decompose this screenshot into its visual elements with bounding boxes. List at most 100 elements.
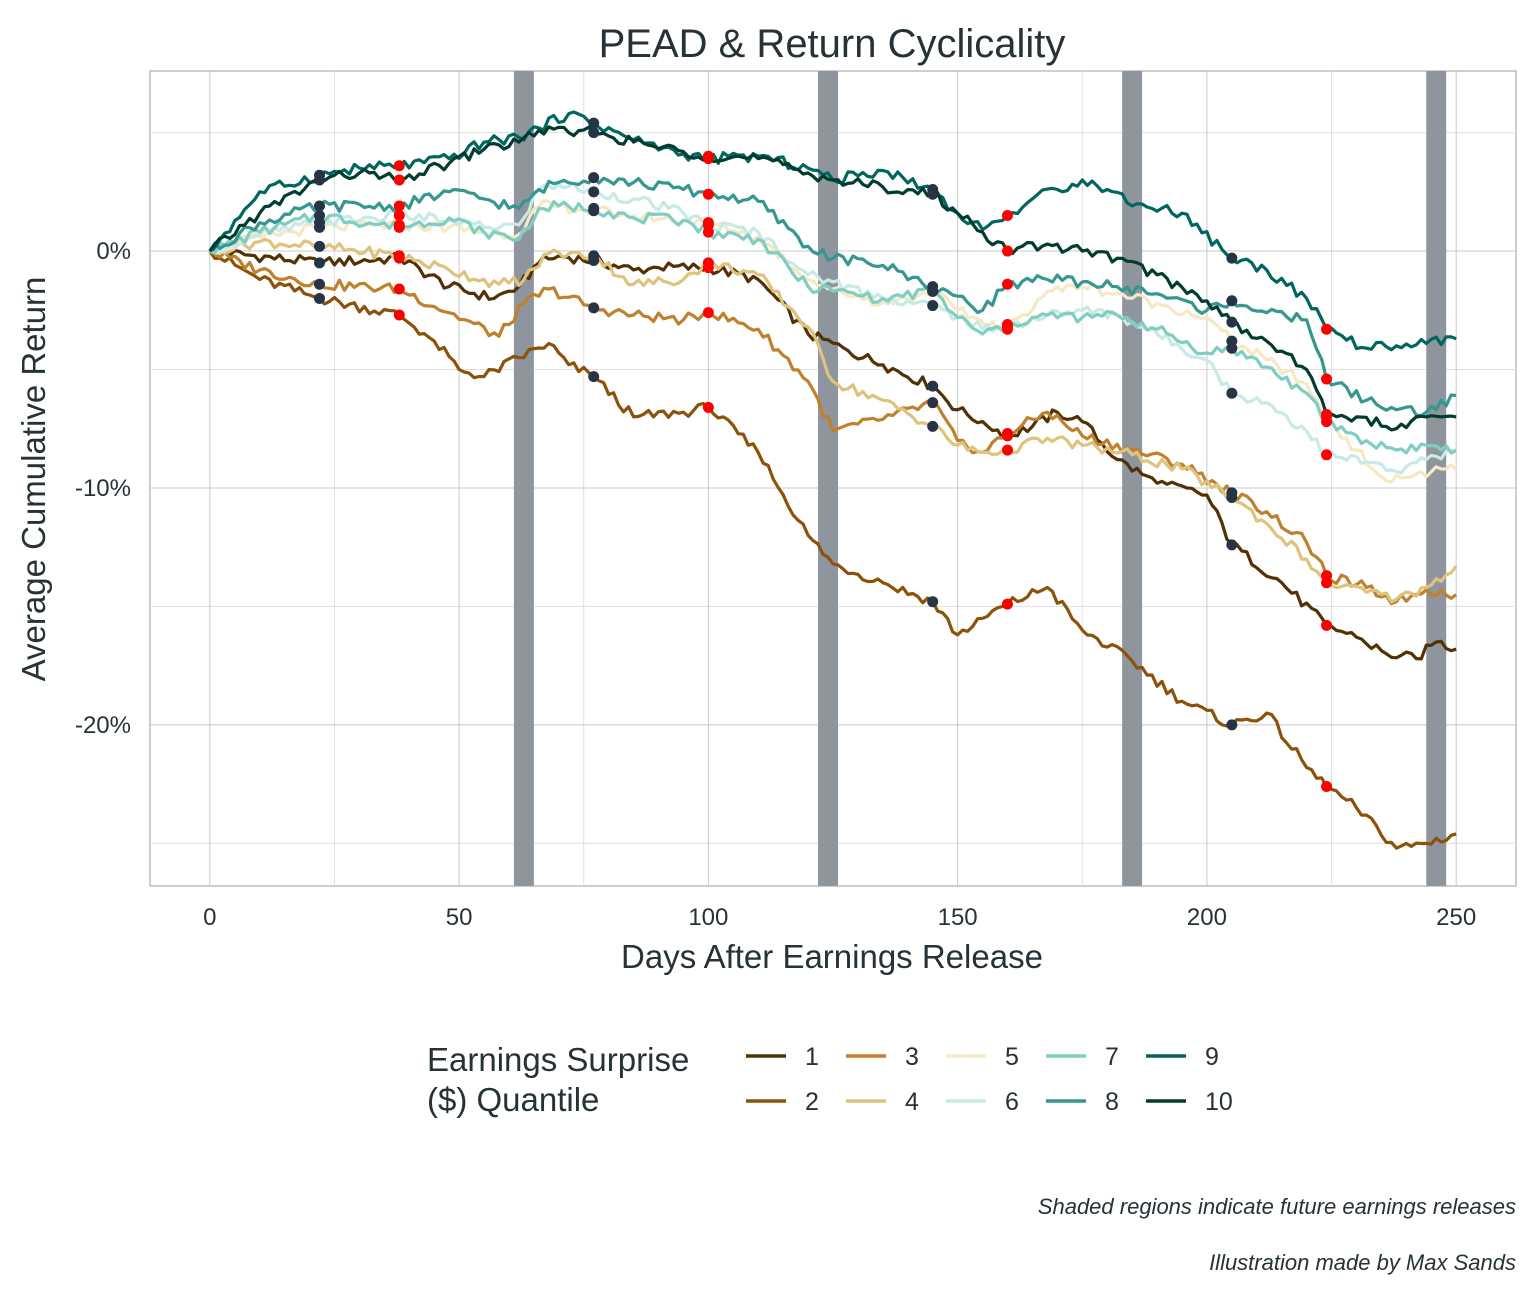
marker-dark-series-10-day-145 — [927, 188, 939, 200]
x-tick-label: 100 — [688, 904, 728, 931]
y-axis-ticks: 0% -10% -20% — [75, 238, 131, 739]
marker-red-series-8-day-160 — [1001, 278, 1013, 290]
chart-title: PEAD & Return Cyclicality — [599, 22, 1066, 66]
series-line-3 — [209, 249, 1458, 606]
marker-dark-series-9-day-77 — [588, 117, 600, 129]
marker-dark-series-4-day-22 — [314, 240, 326, 252]
marker-red-series-4-day-160 — [1001, 444, 1013, 456]
legend-label-3: 3 — [905, 1043, 919, 1071]
marker-red-series-9-day-38 — [393, 160, 405, 172]
marker-red-series-2-day-160 — [1001, 598, 1013, 610]
marker-red-series-4-day-100 — [702, 257, 714, 269]
marker-dark-series-4-day-145 — [927, 420, 939, 432]
marker-dark-series-10-day-205 — [1226, 316, 1238, 328]
series-line-6 — [208, 181, 1457, 475]
legend-label-10: 10 — [1205, 1088, 1233, 1116]
marker-red-series-3-day-100 — [702, 307, 714, 319]
marker-dark-series-2-day-145 — [927, 596, 939, 608]
series-lines — [208, 110, 1458, 850]
y-tick-label: -10% — [75, 475, 131, 502]
legend-items: 1 2 3 4 5 6 7 8 9 10 — [746, 1043, 1233, 1116]
series-line-10 — [208, 125, 1457, 432]
marker-dark-series-6-day-145 — [927, 300, 939, 312]
marker-dark-series-2-day-205 — [1226, 719, 1238, 731]
marker-dark-series-3-day-77 — [588, 302, 600, 314]
marker-dark-series-4-day-205 — [1226, 491, 1238, 503]
marker-red-series-8-day-100 — [702, 188, 714, 200]
marker-red-series-2-day-224 — [1321, 780, 1333, 792]
marker-dark-series-2-day-77 — [588, 371, 600, 383]
marker-dark-series-1-day-22 — [314, 257, 326, 269]
marker-red-series-9-day-160 — [1001, 210, 1013, 222]
x-tick-label: 200 — [1187, 904, 1227, 931]
y-tick-label: -20% — [75, 712, 131, 739]
marker-dark-series-8-day-205 — [1226, 295, 1238, 307]
x-tick-label: 150 — [938, 904, 978, 931]
marker-red-series-4-day-224 — [1321, 577, 1333, 589]
marker-dark-series-1-day-205 — [1226, 539, 1238, 551]
legend-label-4: 4 — [905, 1088, 919, 1116]
marker-red-series-8-day-38 — [393, 200, 405, 212]
marker-red-series-2-day-100 — [702, 401, 714, 413]
series-line-2 — [208, 250, 1457, 850]
x-axis-ticks: 0 50 100 150 200 250 — [203, 904, 1476, 931]
marker-dark-series-10-day-77 — [588, 127, 600, 139]
x-tick-label: 0 — [203, 904, 216, 931]
shaded-region-1 — [513, 71, 534, 886]
series-line-7 — [209, 200, 1458, 455]
shaded-region-2 — [818, 71, 838, 886]
x-axis-title: Days After Earnings Release — [621, 938, 1043, 975]
marker-dark-series-10-day-22 — [314, 174, 326, 186]
shaded-region-4 — [1426, 71, 1447, 886]
marker-dark-series-3-day-145 — [927, 397, 939, 409]
marker-dark-series-6-day-205 — [1226, 387, 1238, 399]
marker-red-series-10-day-160 — [1001, 245, 1013, 257]
marker-dark-series-7-day-205 — [1226, 342, 1238, 354]
series-line-8 — [208, 176, 1457, 418]
legend-label-6: 6 — [1005, 1088, 1019, 1116]
marker-red-series-8-day-224 — [1321, 373, 1333, 385]
marker-red-series-10-day-224 — [1321, 409, 1333, 421]
marker-dark-series-8-day-77 — [588, 172, 600, 184]
marker-dark-series-1-day-145 — [927, 380, 939, 392]
marker-dark-series-4-day-77 — [588, 250, 600, 262]
marker-dark-series-8-day-145 — [927, 281, 939, 293]
caption-shaded-note: Shaded regions indicate future earnings … — [1038, 1194, 1516, 1219]
series-line-4 — [208, 237, 1458, 604]
marker-red-series-10-day-100 — [702, 150, 714, 162]
marker-dark-series-7-day-22 — [314, 210, 326, 222]
marker-red-series-7-day-38 — [393, 221, 405, 233]
x-tick-label: 250 — [1436, 904, 1476, 931]
legend-label-8: 8 — [1105, 1088, 1119, 1116]
series-line-1 — [209, 247, 1457, 661]
y-axis-title: Average Cumulative Return — [15, 277, 52, 682]
marker-red-series-6-day-38 — [393, 210, 405, 222]
legend-label-9: 9 — [1205, 1043, 1219, 1071]
marker-red-series-1-day-224 — [1321, 619, 1333, 631]
marker-dark-series-9-day-205 — [1226, 252, 1238, 264]
marker-red-series-4-day-38 — [393, 250, 405, 262]
x-tick-label: 50 — [446, 904, 473, 931]
series-markers — [314, 117, 1333, 792]
marker-red-series-7-day-100 — [702, 226, 714, 238]
marker-red-series-9-day-224 — [1321, 323, 1333, 335]
marker-red-series-3-day-38 — [393, 283, 405, 295]
legend-label-1: 1 — [805, 1043, 819, 1071]
marker-red-series-10-day-38 — [393, 174, 405, 186]
marker-dark-series-3-day-22 — [314, 278, 326, 290]
marker-dark-series-2-day-22 — [314, 292, 326, 304]
y-tick-label: 0% — [96, 238, 131, 265]
caption-credit: Illustration made by Max Sands — [1209, 1250, 1516, 1275]
marker-red-series-3-day-160 — [1001, 427, 1013, 439]
series-line-5 — [209, 199, 1458, 484]
marker-dark-series-6-day-77 — [588, 186, 600, 198]
legend-title-line-2: ($) Quantile — [427, 1081, 599, 1118]
legend: Earnings Surprise ($) Quantile 1 2 3 4 5 6 7 8 9… — [427, 1041, 1233, 1118]
legend-label-5: 5 — [1005, 1043, 1019, 1071]
marker-dark-series-8-day-22 — [314, 200, 326, 212]
marker-red-series-6-day-224 — [1321, 449, 1333, 461]
marker-dark-series-7-day-77 — [588, 202, 600, 214]
legend-label-2: 2 — [805, 1088, 819, 1116]
marker-red-series-2-day-38 — [393, 309, 405, 321]
